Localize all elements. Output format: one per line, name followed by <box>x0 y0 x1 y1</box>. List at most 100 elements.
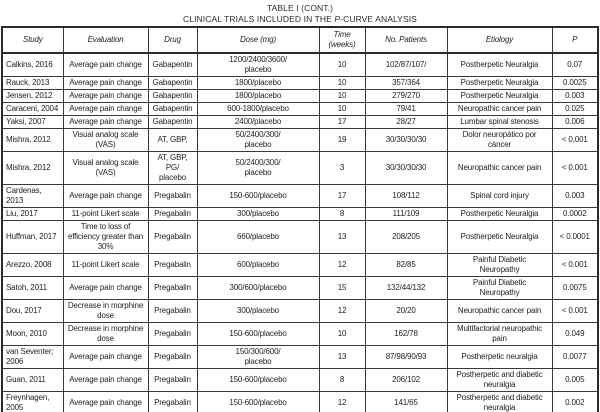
cell-evaluation: Visual analog scale (VAS) <box>62 151 149 185</box>
cell-etiology: Postherpetic and diabetic neuralgia <box>446 391 553 412</box>
cell-etiology: Neuropathic cancer pain <box>446 299 553 323</box>
cell-time: 13 <box>318 345 366 369</box>
cell-dose: 300/placebo <box>196 207 320 221</box>
cell-etiology: Postherpetic Neuralgia <box>446 89 553 103</box>
cell-dose: 50/2400/300/ placebo <box>196 128 320 152</box>
cell-time: 10 <box>318 76 366 90</box>
clinical-trials-table: Study Evaluation Drug Dose (mg) Time (we… <box>1 26 599 412</box>
cell-patients: 279/270 <box>364 89 448 103</box>
cell-dose: 300/placebo <box>196 299 320 323</box>
header-time: Time (weeks) <box>318 26 366 54</box>
cell-patients: 20/20 <box>364 299 448 323</box>
cell-patients: 357/364 <box>364 76 448 90</box>
cell-patients: 28/27 <box>364 115 448 129</box>
cell-time: 10 <box>318 52 366 77</box>
cell-evaluation: Average pain change <box>62 102 149 116</box>
cell-evaluation: Average pain change <box>62 184 149 208</box>
cell-dose: 660/placebo <box>196 220 320 254</box>
cell-etiology: Lumbar spinal stenosis <box>446 115 553 129</box>
cell-drug: Pregabalin <box>147 207 198 221</box>
cell-etiology: Postherpetic Neuralgia <box>446 220 553 254</box>
cell-patients: 208/205 <box>364 220 448 254</box>
table-row: Yaksi, 2007 Average pain change Gabapentin… <box>1 115 599 129</box>
table-row: van Seventer; 2006 Average pain change Pre… <box>1 345 599 369</box>
cell-dose: 600-1800/placebo <box>196 102 320 116</box>
cell-drug: Gabapentin <box>147 52 198 77</box>
cell-evaluation: 11-point Likert scale <box>62 207 149 221</box>
cell-p: < 0.0001 <box>551 220 599 254</box>
caption-line2: CLINICAL TRIALS INCLUDED IN THE P-CURVE … <box>0 14 600 25</box>
cell-time: 12 <box>318 253 366 277</box>
cell-p: 0.07 <box>551 52 599 77</box>
cell-drug: Pregabalin <box>147 220 198 254</box>
cell-p: < 0.001 <box>551 151 599 185</box>
cell-dose: 150-600/placebo <box>196 368 320 392</box>
cell-study: Cardenas, 2013 <box>1 184 64 208</box>
cell-drug: Pregabalin <box>147 391 198 412</box>
cell-evaluation: Visual analog scale (VAS) <box>62 128 149 152</box>
cell-time: 17 <box>318 115 366 129</box>
cell-study: Calkins, 2016 <box>1 52 64 77</box>
table-row: Arezzo, 2008 11-point Likert scale Pregaba… <box>1 253 599 277</box>
header-drug: Drug <box>147 26 198 54</box>
table-row: Dou, 2017 Decrease in morphine dose Pregab… <box>1 299 599 323</box>
cell-evaluation: 11-point Likert scale <box>62 253 149 277</box>
cell-study: Arezzo, 2008 <box>1 253 64 277</box>
cell-study: Mishra, 2012 <box>1 151 64 185</box>
header-patients: No. Patients <box>364 26 448 54</box>
cell-dose: 300/600/placebo <box>196 276 320 300</box>
cell-p: < 0.001 <box>551 253 599 277</box>
cell-drug: Pregabalin <box>147 368 198 392</box>
cell-study: Satoh, 2011 <box>1 276 64 300</box>
cell-dose: 1800/placebo <box>196 76 320 90</box>
cell-time: 12 <box>318 391 366 412</box>
header-p-value: P <box>551 26 599 54</box>
cell-study: Freynhagen, 2005 <box>1 391 64 412</box>
header-row: Study Evaluation Drug Dose (mg) Time (we… <box>1 26 599 54</box>
cell-evaluation: Average pain change <box>62 115 149 129</box>
cell-p: 0.0077 <box>551 345 599 369</box>
cell-evaluation: Average pain change <box>62 276 149 300</box>
cell-evaluation: Time to loss of efficiency greater than … <box>62 220 149 254</box>
table-row: Mishra, 2012 Visual analog scale (VAS) AT,… <box>1 151 599 185</box>
cell-patients: 111/109 <box>364 207 448 221</box>
cell-p: 0.049 <box>551 322 599 346</box>
cell-drug: Gabapentin <box>147 76 198 90</box>
cell-time: 10 <box>318 322 366 346</box>
cell-dose: 1800/placebo <box>196 89 320 103</box>
cell-p: < 0,001 <box>551 128 599 152</box>
cell-time: 15 <box>318 276 366 300</box>
cell-p: 0.025 <box>551 102 599 116</box>
caption-line1: TABLE I (CONT.) <box>266 3 334 13</box>
cell-time: 13 <box>318 220 366 254</box>
cell-evaluation: Average pain change <box>62 345 149 369</box>
cell-drug: Pregabalin <box>147 253 198 277</box>
cell-patients: 79/41 <box>364 102 448 116</box>
cell-study: Moon, 2010 <box>1 322 64 346</box>
cell-drug: Pregabalin <box>147 345 198 369</box>
cell-drug: Pregabalin <box>147 184 198 208</box>
cell-patients: 108/112 <box>364 184 448 208</box>
cell-time: 10 <box>318 89 366 103</box>
table-row: Rauck, 2013 Average pain change Gabapentin… <box>1 76 599 90</box>
cell-study: Huffman, 2017 <box>1 220 64 254</box>
cell-evaluation: Average pain change <box>62 76 149 90</box>
cell-etiology: Postherpetic neuralgia <box>446 345 553 369</box>
cell-study: van Seventer; 2006 <box>1 345 64 369</box>
cell-patients: 141/65 <box>364 391 448 412</box>
table-body: Calkins, 2016 Average pain change Gabapent… <box>1 52 599 412</box>
cell-etiology: Postherpetic Neuralgia <box>446 52 553 77</box>
cell-patients: 30/30/30/30 <box>364 151 448 185</box>
cell-evaluation: Average pain change <box>62 89 149 103</box>
cell-etiology: Painful Diabetic Neuropathy <box>446 253 553 277</box>
table-header: Study Evaluation Drug Dose (mg) Time (we… <box>1 26 599 54</box>
cell-patients: 206/102 <box>364 368 448 392</box>
cell-study: Jensen, 2012 <box>1 89 64 103</box>
cell-p: 0.003 <box>551 184 599 208</box>
cell-drug: Gabapentin <box>147 102 198 116</box>
cell-drug: Pregabalin <box>147 322 198 346</box>
cell-time: 12 <box>318 299 366 323</box>
cell-etiology: Spinal cord injury <box>446 184 553 208</box>
cell-p: 0.003 <box>551 89 599 103</box>
cell-p: 0.006 <box>551 115 599 129</box>
